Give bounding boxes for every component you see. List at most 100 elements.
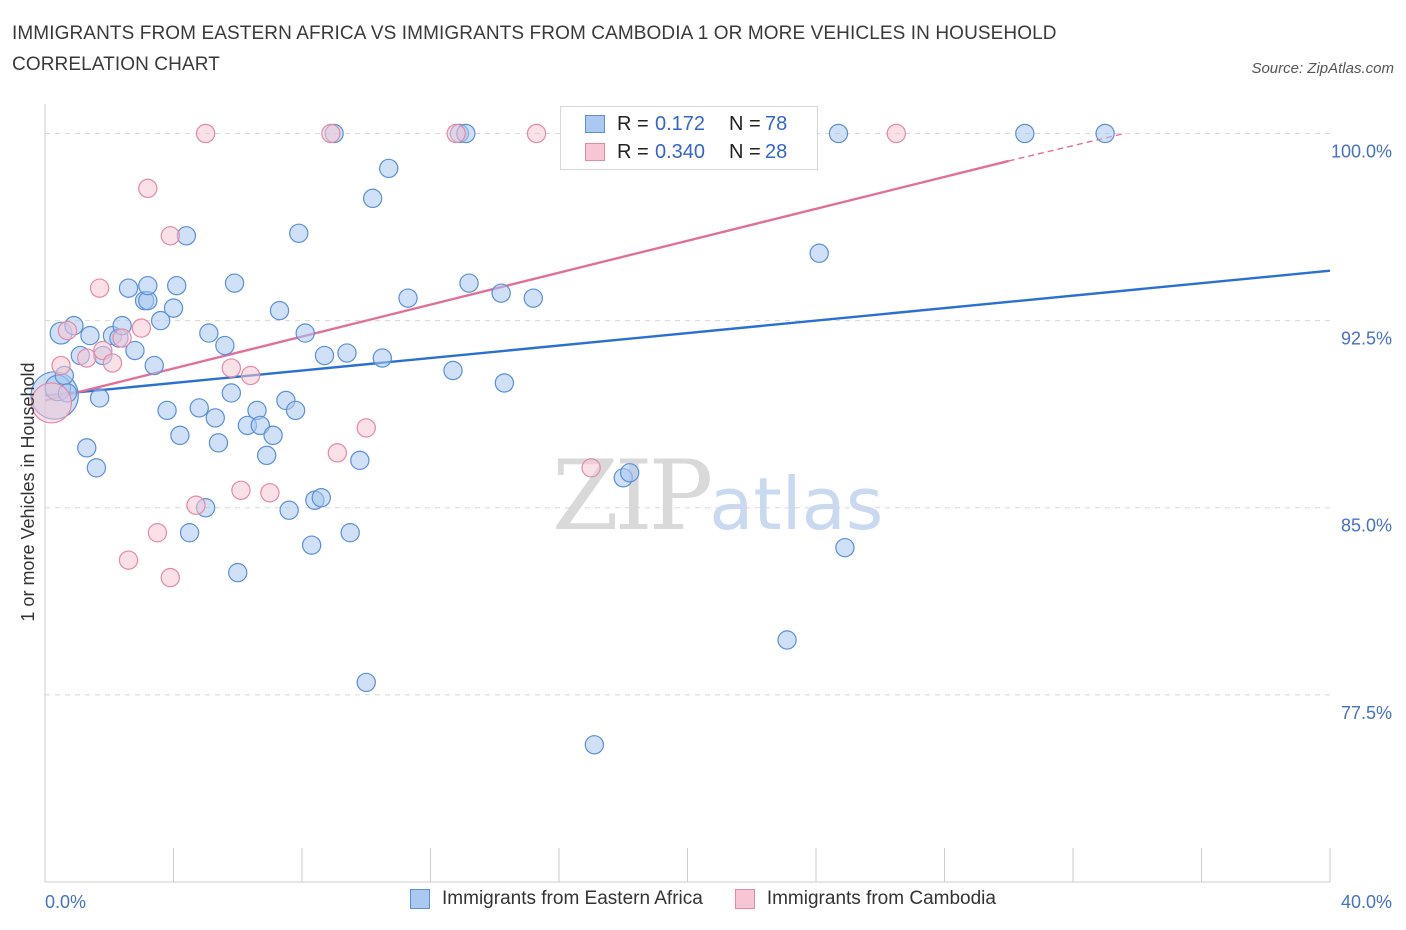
point-eastern-africa (584, 735, 605, 755)
point-eastern-africa (179, 522, 200, 543)
trend-line-cambodia (44, 159, 1010, 402)
point-cambodia (160, 567, 180, 588)
point-cambodia (89, 278, 110, 298)
zipatlas-watermark: ZIPatlas (552, 440, 883, 552)
point-eastern-africa (228, 562, 248, 583)
legend-row-cambodia: R = 0.340 N = 28 (585, 139, 787, 165)
point-cambodia (118, 550, 139, 570)
watermark-atlas: atlas (709, 462, 884, 546)
point-cambodia (102, 353, 123, 373)
y-tick-label: 77.5% (1341, 703, 1392, 723)
point-eastern-africa (835, 537, 855, 558)
point-cambodia (231, 480, 251, 500)
legend-n-value: 78 (765, 112, 788, 135)
point-eastern-africa (170, 425, 190, 446)
point-eastern-africa (163, 298, 184, 318)
point-eastern-africa (809, 243, 829, 263)
chart-title: IMMIGRANTS FROM EASTERN AFRICA VS IMMIGR… (12, 23, 1057, 75)
trend-lines (44, 132, 1331, 402)
point-eastern-africa (269, 300, 290, 321)
point-eastern-africa (350, 450, 370, 471)
point-eastern-africa (459, 273, 479, 293)
point-eastern-africa (1095, 123, 1115, 144)
point-eastern-africa (311, 488, 331, 508)
legend-r-label: R = (617, 140, 649, 163)
point-cambodia (147, 522, 168, 543)
point-eastern-africa (150, 310, 171, 331)
legend-item-eastern-africa[interactable]: Immigrants from Eastern Africa (410, 888, 703, 910)
point-cambodia (131, 318, 152, 338)
point-cambodia (112, 328, 132, 348)
point-eastern-africa (362, 188, 383, 209)
point-cambodia (195, 123, 216, 144)
point-cambodia (886, 123, 907, 144)
point-cambodia (138, 178, 158, 199)
point-eastern-africa (221, 383, 242, 403)
point-eastern-africa (337, 343, 357, 363)
point-cambodia (327, 443, 348, 463)
point-eastern-africa (224, 273, 245, 293)
data-points (30, 123, 1115, 755)
point-eastern-africa (619, 463, 640, 483)
tick-labels: 100.0% 92.5% 85.0% 77.5% 0.0% 40.0% (45, 141, 1392, 912)
point-cambodia (57, 320, 78, 341)
source-note: Source: ZipAtlas.com (1251, 60, 1394, 77)
point-eastern-africa (340, 522, 360, 543)
point-eastern-africa (301, 535, 322, 555)
point-eastern-africa (523, 288, 543, 308)
x-tick-label: 40.0% (1341, 892, 1392, 912)
point-cambodia (446, 123, 466, 144)
point-eastern-africa (77, 438, 97, 458)
point-eastern-africa (398, 288, 418, 308)
point-cambodia (186, 495, 206, 515)
point-eastern-africa (157, 400, 177, 421)
legend-r-label: R = (617, 112, 649, 135)
legend-swatch-pink (585, 143, 605, 161)
axes (44, 104, 1331, 883)
point-eastern-africa (256, 445, 277, 466)
legend-item-cambodia[interactable]: Immigrants from Cambodia (734, 888, 996, 910)
point-eastern-africa (263, 425, 283, 446)
legend-n-value: 28 (765, 140, 788, 163)
point-cambodia (221, 358, 242, 378)
point-eastern-africa (167, 275, 187, 296)
point-eastern-africa (1015, 123, 1035, 144)
point-eastern-africa (125, 340, 145, 361)
legend-r-value: 0.340 (655, 140, 706, 163)
x-tick-label: 0.0% (45, 892, 86, 912)
point-eastern-africa (372, 348, 393, 368)
y-tick-label: 92.5% (1341, 329, 1392, 349)
point-eastern-africa (144, 355, 164, 376)
point-eastern-africa (828, 123, 849, 144)
y-tick-label: 85.0% (1341, 516, 1392, 536)
point-eastern-africa (89, 388, 110, 408)
legend-swatch-pink (734, 889, 755, 909)
point-cambodia (160, 226, 180, 246)
legend-label-cambodia: Immigrants from Cambodia (766, 888, 996, 909)
point-eastern-africa (314, 345, 335, 366)
y-tick-label: 100.0% (1331, 141, 1392, 161)
legend-swatch-blue (410, 889, 431, 909)
point-cambodia (240, 365, 261, 386)
point-eastern-africa (80, 325, 100, 346)
point-cambodia (356, 418, 376, 438)
point-eastern-africa (189, 398, 209, 418)
point-eastern-africa (356, 672, 376, 693)
stats-legend: R = 0.172 N = 78 R = 0.340 N = 28 (560, 106, 818, 170)
point-eastern-africa (215, 335, 235, 356)
legend-r-value: 0.172 (655, 112, 706, 135)
point-eastern-africa (138, 275, 158, 296)
point-eastern-africa (443, 360, 463, 381)
point-eastern-africa (379, 158, 399, 179)
point-cambodia (581, 458, 601, 478)
point-eastern-africa (279, 500, 299, 520)
point-eastern-africa (208, 433, 229, 453)
legend-row-eastern-africa: R = 0.172 N = 78 (585, 111, 787, 137)
point-eastern-africa (250, 415, 270, 436)
series-legend: Immigrants from Eastern Africa Immigrant… (0, 888, 1406, 910)
point-eastern-africa (205, 408, 225, 428)
point-eastern-africa (494, 373, 515, 393)
legend-swatch-blue (585, 115, 605, 133)
legend-n-label: N = (729, 140, 761, 163)
